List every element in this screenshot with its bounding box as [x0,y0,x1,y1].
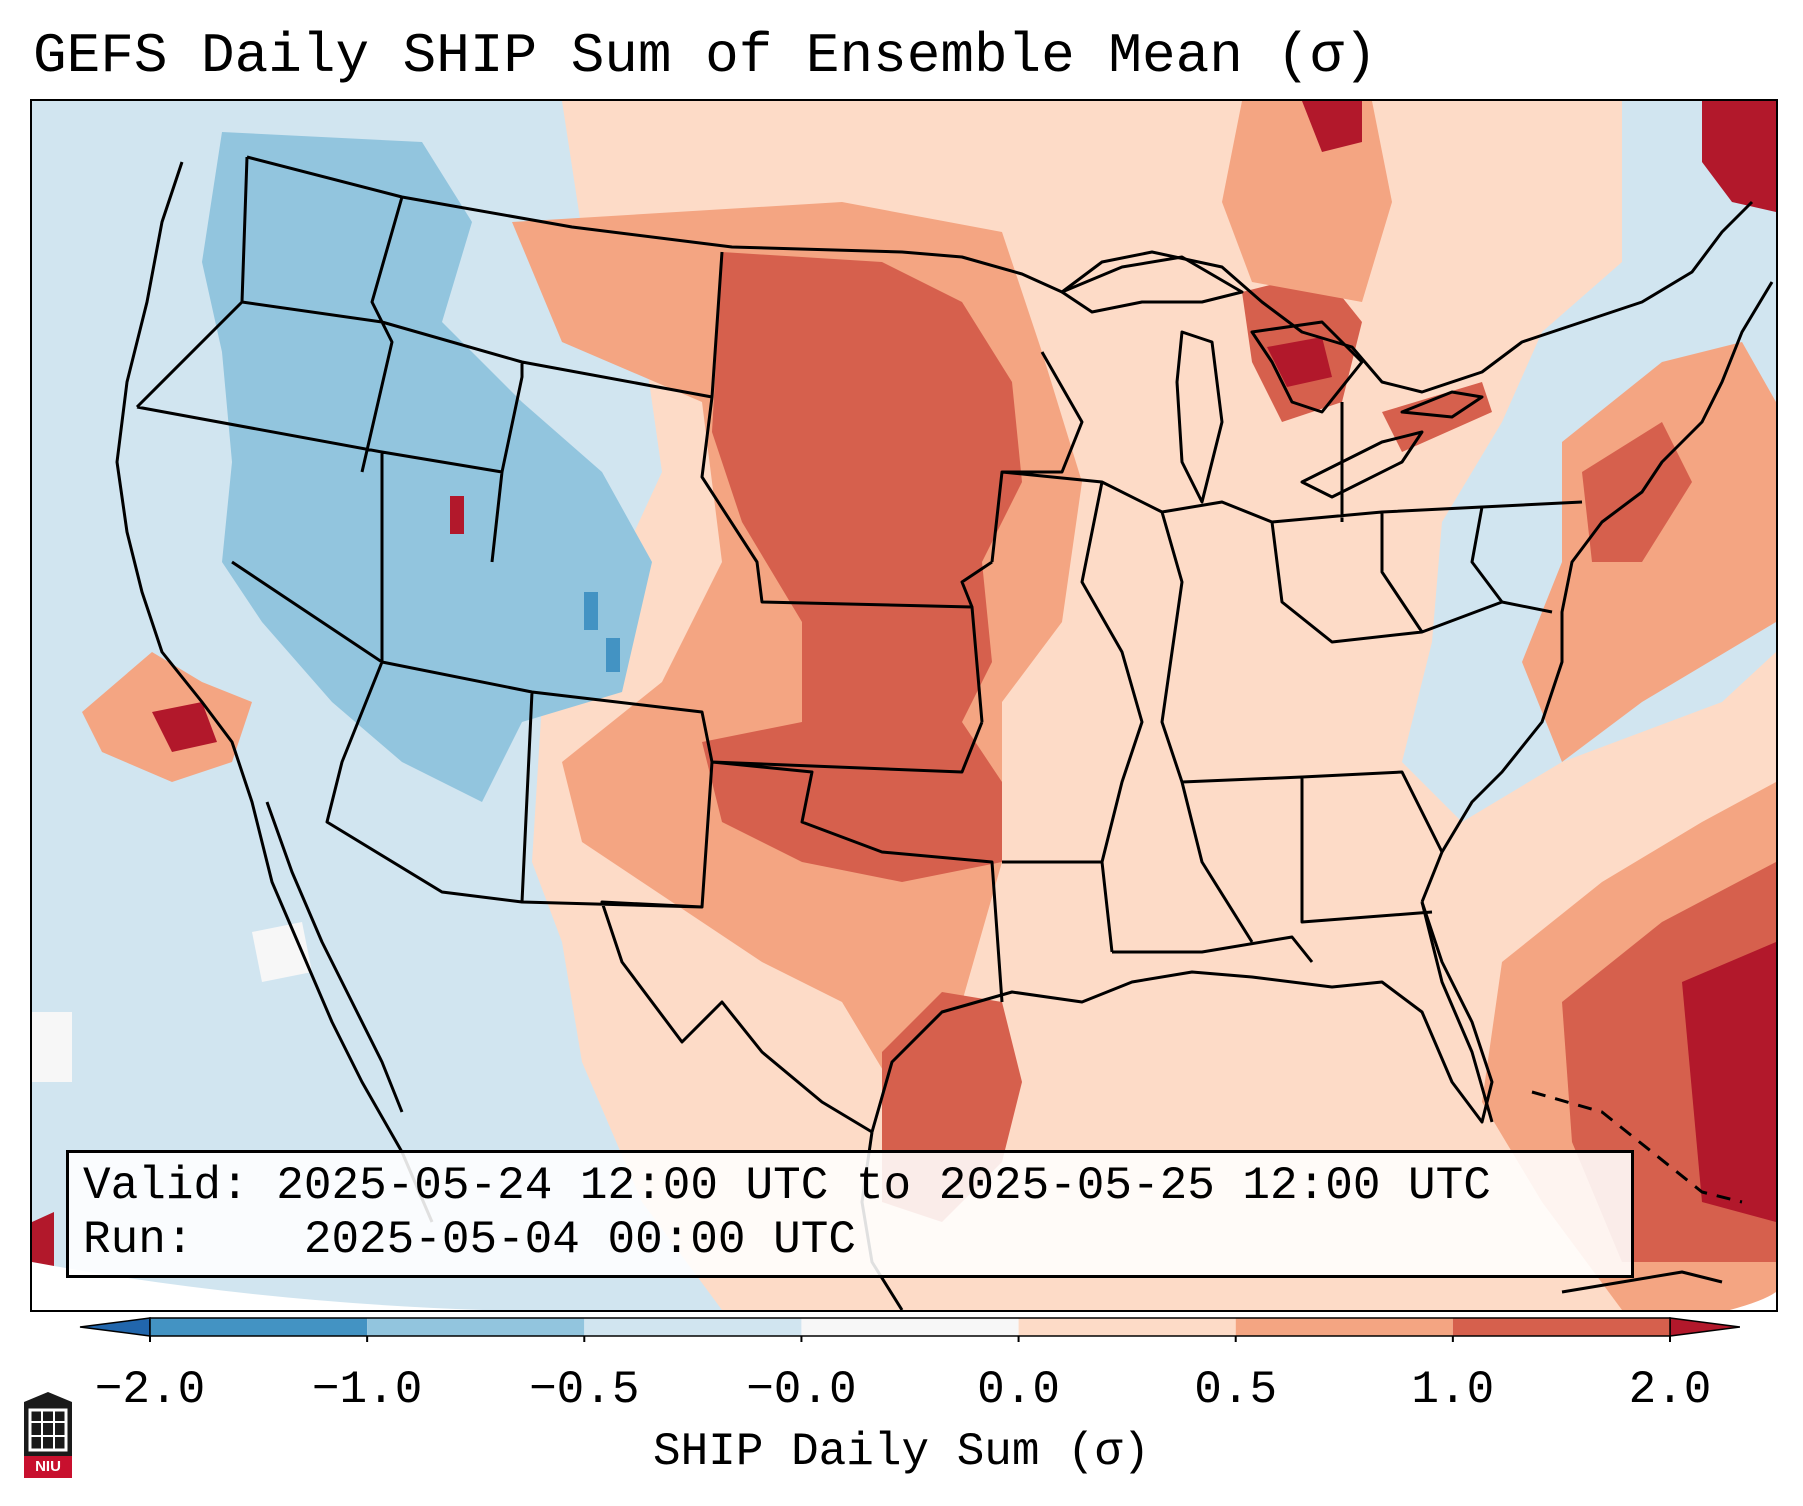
state-lines [135,156,1583,1134]
canada-border [246,155,1754,394]
wyoming-max-cell [450,496,464,534]
projection-edge-right [1729,1292,1776,1310]
colorbar-tick-label: −1.0 [311,1364,423,1416]
near-zero-patch [32,1012,72,1082]
ontario-anomaly [1222,101,1392,302]
colorado-min [584,592,598,630]
lake-michigan [1175,330,1224,504]
colorbar-tick-label: 2.0 [1628,1364,1712,1416]
valid-line: Valid: 2025-05-24 12:00 UTC to 2025-05-2… [83,1159,1617,1213]
colorbar-tick-label: −0.0 [746,1364,857,1416]
pacific-coast [115,161,434,1223]
colorbar-label: SHIP Daily Sum (σ) [653,1426,1150,1478]
colorbar-segment [1018,1318,1236,1336]
lake-ontario [1400,390,1484,419]
map-panel [30,99,1778,1312]
strong-positive-region [702,252,1022,882]
colorbar-border [149,1317,1671,1337]
anomaly-field [32,101,1776,1310]
map-canvas [32,101,1776,1310]
baja-coast [265,801,404,1113]
hudson-max [1302,101,1362,152]
valid-label: Valid: [83,1160,249,1212]
map-title: GEFS Daily SHIP Sum of Ensemble Mean (σ) [33,24,1378,88]
atlantic-coast [1420,281,1774,903]
boundaries [115,155,1774,1310]
gulf-coast [870,901,1494,1133]
colorbar-extend-low [79,1317,151,1337]
colorbar-tick-label: 0.5 [1194,1364,1278,1416]
lake-erie [1300,430,1424,499]
western-atlantic-max [1682,942,1776,1222]
colorbar-tick-label: 0.0 [977,1364,1060,1416]
colorbar-tick-label: 1.0 [1411,1364,1495,1416]
negative-anomaly-region [202,132,652,802]
maritimes-max [1702,101,1776,212]
cuba [1561,1270,1723,1294]
run-value: 2025-05-04 00:00 UTC [303,1214,856,1266]
colorbar-segment [1235,1318,1453,1336]
run-label: Run: [83,1214,194,1266]
upper-michigan-max [1267,337,1332,387]
colorbar-segment [801,1318,1019,1336]
lake-huron [1250,320,1364,414]
colorbar-segment [150,1318,368,1336]
florida [1420,901,1494,1123]
socal-max [152,702,217,752]
lake-superior [1060,255,1244,314]
colorado-min-2 [606,638,620,672]
colorbar [79,1317,1740,1342]
niu-logo-text: NIU [35,1458,61,1475]
colorbar-segments [79,1317,1740,1342]
valid-value: 2025-05-24 12:00 UTC to 2025-05-25 12:00… [276,1160,1491,1212]
colorbar-extend-high [1669,1317,1740,1337]
projection-edge [32,1262,484,1310]
colorbar-segment [367,1318,585,1336]
colorbar-tick-label: −0.5 [529,1364,640,1416]
northeast-coast-anomaly [1582,422,1692,562]
colorbar-segment [584,1318,802,1336]
colorbar-segment [1452,1318,1670,1336]
atlantic-coast-anomaly [1522,342,1776,762]
valid-run-info-box: Valid: 2025-05-24 12:00 UTC to 2025-05-2… [66,1150,1634,1278]
bahamas [1531,1090,1743,1204]
niu-seal-icon [24,1392,72,1478]
colorbar-tick-label: −2.0 [94,1364,206,1416]
run-line: Run: 2025-05-04 00:00 UTC [83,1213,1617,1267]
